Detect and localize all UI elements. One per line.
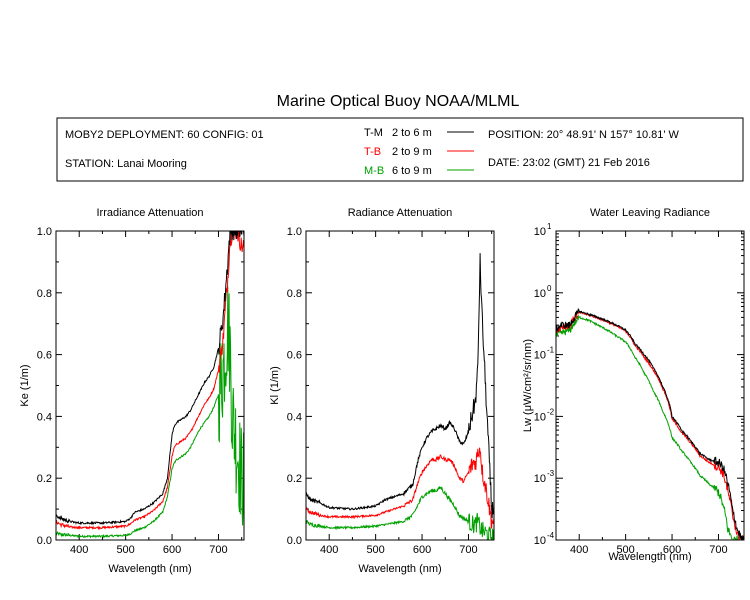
y-tick-label: 10 <box>534 473 546 485</box>
plots: Irradiance Attenuation 400 500 600 700 0.0 0.2… <box>19 207 745 575</box>
position-text: POSITION: 20° 48.91' N 157° 10.81' W <box>488 129 680 141</box>
y-tick-label: 10 <box>534 535 546 547</box>
y-tick-label: 0.2 <box>37 473 52 485</box>
legend-range-t-m: 2 to 6 m <box>392 127 432 139</box>
legend: T-M 2 to 6 m T-B 2 to 9 m M-B 6 to 9 m <box>364 127 474 177</box>
plot-frame-2 <box>305 230 495 541</box>
series-line-t-b <box>556 310 744 540</box>
x-tick-label: 500 <box>366 544 384 556</box>
y-axis-label-1: Ke (1/m) <box>19 364 31 406</box>
x-tick-label: 600 <box>413 544 431 556</box>
y-tick-label: 0.8 <box>287 288 302 300</box>
x-tick-label: 400 <box>320 544 338 556</box>
y-tick-exponent: -3 <box>547 469 555 478</box>
x-axis-label-2: Wavelength (nm) <box>358 563 441 575</box>
series-line-t-b <box>306 447 494 530</box>
series-line-m-b <box>556 314 744 540</box>
y-tick-exponent: -2 <box>547 407 555 416</box>
y-tick-exponent: 0 <box>547 284 552 293</box>
plot-frame-3 <box>555 230 745 541</box>
plot-frame-1 <box>55 230 245 541</box>
x-axis-label-1: Wavelength (nm) <box>108 563 191 575</box>
series-line-m-b <box>56 286 244 539</box>
y-tick-label: 0.6 <box>287 350 302 362</box>
legend-code-m-b: M-B <box>364 165 384 177</box>
y-tick-exponent: -4 <box>547 531 555 540</box>
y-axis-label-3: Lw (μW/cm²/sr/nm) <box>522 339 534 432</box>
plot-1: Irradiance Attenuation 400 500 600 700 0.0 0.2… <box>19 207 245 575</box>
y-tick-exponent: 1 <box>547 222 552 231</box>
date-text: DATE: 23:02 (GMT) 21 Feb 2016 <box>488 157 650 169</box>
plot-title-2: Radiance Attenuation <box>348 207 453 219</box>
x-tick-label: 400 <box>570 544 588 556</box>
series-line-t-b <box>56 231 244 531</box>
series-line-t-m <box>306 253 494 519</box>
x-tick-label: 600 <box>163 544 181 556</box>
series-line-t-m <box>56 231 244 526</box>
series-line-m-b <box>306 486 494 540</box>
x-tick-label: 500 <box>616 544 634 556</box>
info-box <box>56 117 744 182</box>
plot-2: Radiance Attenuation 400 500 600 700 0.0 0.2 0.… <box>269 207 495 575</box>
y-tick-label: 0.0 <box>287 535 302 547</box>
plot-title-3: Water Leaving Radiance <box>590 207 710 219</box>
x-tick-label: 700 <box>459 544 477 556</box>
y-tick-label: 10 <box>534 288 546 300</box>
x-tick-label: 700 <box>709 544 727 556</box>
y-tick-label: 10 <box>534 226 546 238</box>
station-text: STATION: Lanai Mooring <box>65 158 187 170</box>
x-tick-label: 700 <box>209 544 227 556</box>
y-tick-label: 10 <box>534 350 546 362</box>
x-axis-label-3: Wavelength (nm) <box>608 551 691 563</box>
deployment-text: MOBY2 DEPLOYMENT: 60 CONFIG: 01 <box>65 129 264 141</box>
series-line-t-m <box>556 308 744 540</box>
y-tick-label: 0.8 <box>37 288 52 300</box>
y-tick-label: 1.0 <box>37 226 52 238</box>
legend-code-t-m: T-M <box>364 127 383 139</box>
y-tick-label: 0.4 <box>37 411 52 423</box>
x-tick-label: 500 <box>116 544 134 556</box>
y-tick-label: 1.0 <box>287 226 302 238</box>
page-title: Marine Optical Buoy NOAA/MLML <box>277 93 520 110</box>
y-tick-label: 0.4 <box>287 411 302 423</box>
legend-range-m-b: 6 to 9 m <box>392 165 432 177</box>
plot-title-1: Irradiance Attenuation <box>96 207 203 219</box>
y-axis-label-2: Kl (1/m) <box>269 366 281 405</box>
y-tick-label: 10 <box>534 411 546 423</box>
y-tick-label: 0.2 <box>287 473 302 485</box>
y-tick-label: 0.0 <box>37 535 52 547</box>
y-tick-exponent: -1 <box>547 346 555 355</box>
legend-code-t-b: T-B <box>364 146 381 158</box>
x-tick-label: 600 <box>663 544 681 556</box>
x-tick-label: 400 <box>70 544 88 556</box>
legend-range-t-b: 2 to 9 m <box>392 146 432 158</box>
y-tick-label: 0.6 <box>37 350 52 362</box>
